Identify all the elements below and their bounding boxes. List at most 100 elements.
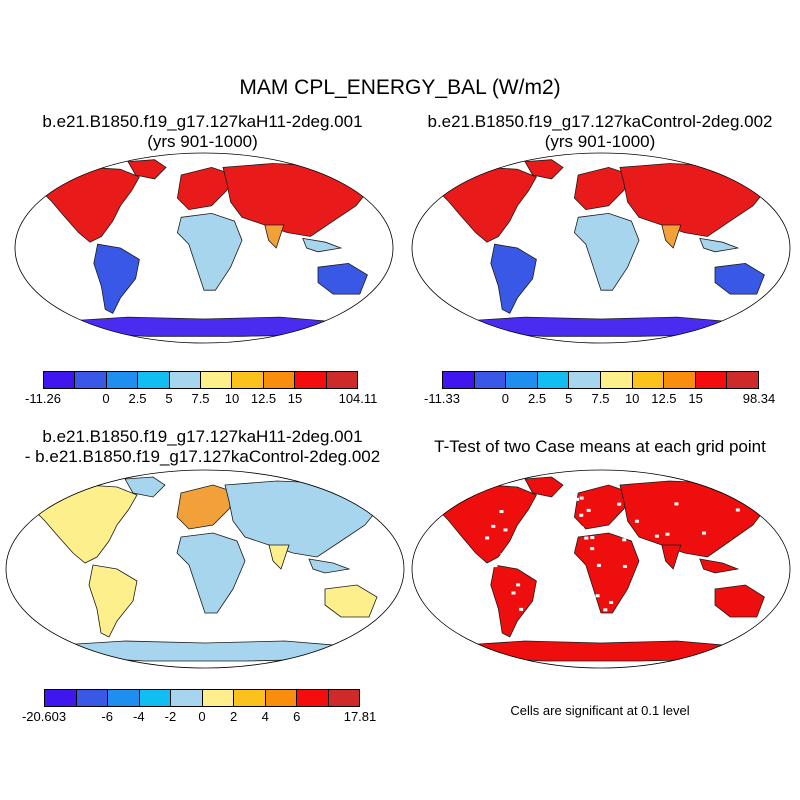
main-title: MAM CPL_ENERGY_BAL (W/m2) (239, 76, 561, 99)
ttest-gap (617, 502, 622, 506)
colorbar-swatch (139, 690, 171, 706)
ttest-gap (685, 559, 690, 563)
colorbar-tick-label: -6 (101, 709, 113, 724)
colorbar-tick-label: 15 (688, 391, 703, 406)
ttest-gap (596, 563, 601, 567)
ttest-gap (493, 564, 498, 568)
continent-greenland (524, 159, 564, 180)
ttest-gap (644, 604, 649, 608)
colorbar-tick-label: 7.5 (591, 391, 610, 406)
ttest-gap (565, 572, 570, 576)
map-border (411, 152, 791, 344)
continent-india (661, 224, 682, 249)
ttest-gap (551, 556, 556, 560)
ttest-gap (740, 578, 745, 582)
colorbar-tick-label: 5 (565, 391, 573, 406)
continent-australia (317, 262, 368, 295)
colorbar-tick-label: 6 (293, 709, 301, 724)
colorbar-swatch (171, 690, 203, 706)
continent-africa (573, 212, 640, 291)
continent-seAsia (699, 558, 740, 574)
colorbar-tick-label: 10 (624, 391, 640, 406)
colorbar-case1 (43, 371, 358, 389)
colorbar-tick-label: -11.33 (424, 391, 460, 406)
ttest-gap (543, 550, 548, 554)
continent-seAsia (302, 237, 343, 253)
ttest-gap (545, 575, 550, 579)
ttest-gap (649, 564, 654, 568)
ttest-gap (503, 528, 508, 532)
ttest-gap (504, 554, 509, 558)
continent-seAsia (699, 237, 740, 253)
ttest-gap (579, 513, 584, 517)
ttest-gap (704, 584, 709, 588)
colorbar-tick-label: 2.5 (528, 391, 547, 406)
colorbar-swatch (443, 372, 475, 388)
continent-europe (176, 484, 238, 530)
ttest-gap (537, 584, 542, 588)
continent-southAmerica (490, 243, 537, 314)
colorbar-swatch (326, 372, 358, 388)
continent-greenland (124, 476, 166, 498)
colorbar-swatch (265, 690, 297, 706)
continent-antarctica (463, 316, 747, 337)
colorbar-swatch (263, 372, 296, 388)
ttest-gap (622, 538, 627, 542)
ttest-gap (737, 574, 742, 578)
ttest-gap (654, 534, 659, 538)
colorbar-tick-label: 2 (229, 709, 238, 724)
ttest-gap (688, 573, 693, 577)
continent-australia (324, 584, 378, 618)
panel-title-difference-line1: b.e21.B1850.f19_g17.127kaH11-2deg.001 (42, 427, 363, 446)
colorbar-swatch (328, 690, 359, 706)
ttest-gap (628, 588, 633, 592)
map-difference (5, 469, 405, 669)
colorbar-tick-label: -2 (164, 709, 177, 724)
continent-india (661, 544, 682, 570)
continent-australia (714, 584, 765, 618)
colorbar-tick-label: 5 (165, 391, 173, 406)
colorbar-swatch (506, 372, 538, 388)
colorbar-tick-label: 4 (261, 709, 269, 724)
colorbar-difference (44, 689, 360, 707)
colorbar-swatch (45, 690, 77, 706)
colorbar-swatch (202, 690, 234, 706)
map-border (14, 152, 394, 344)
ttest-gap (720, 555, 725, 559)
ttest-gap (551, 522, 556, 526)
ttest-gap (595, 594, 600, 598)
ttest-gap (538, 595, 543, 599)
continent-greenland (524, 476, 564, 498)
map-border (411, 469, 791, 669)
continent-australia (714, 262, 765, 295)
continent-africa (176, 532, 246, 614)
colorbar-swatch (632, 372, 665, 388)
map-border (5, 469, 405, 669)
ttest-gap (586, 508, 591, 512)
colorbar-swatch (234, 690, 266, 706)
colorbar-swatch (232, 372, 264, 388)
colorbar-swatch (297, 690, 329, 706)
map-ttest (411, 469, 791, 669)
ttest-gap (697, 589, 702, 593)
ttest-gap (500, 553, 505, 557)
colorbar-swatch (106, 372, 139, 388)
colorbar-swatch (108, 690, 140, 706)
map-case1 (14, 152, 394, 344)
continent-antarctica (463, 640, 747, 662)
panel-title-case1: b.e21.B1850.f19_g17.127kaH11-2deg.001 (y… (0, 112, 405, 152)
colorbar-tick-label: 7.5 (191, 391, 210, 406)
colorbar-swatch (569, 372, 601, 388)
ttest-gap (703, 607, 708, 611)
colorbar-tick-label: 0 (102, 391, 110, 406)
colorbar-tick-label: 10 (224, 391, 240, 406)
ttest-gap (634, 519, 639, 523)
colorbar-tick-label: 12.5 (651, 391, 677, 406)
colorbar-swatch (600, 372, 633, 388)
panel-title-case2: b.e21.B1850.f19_g17.127kaControl-2deg.00… (400, 112, 800, 152)
colorbar-tick-label: 2.5 (128, 391, 147, 406)
ttest-gap (621, 534, 626, 538)
continent-southAmerica (93, 243, 140, 314)
ttest-gap (735, 508, 740, 512)
colorbar-tick-label: -11.26 (25, 391, 61, 406)
